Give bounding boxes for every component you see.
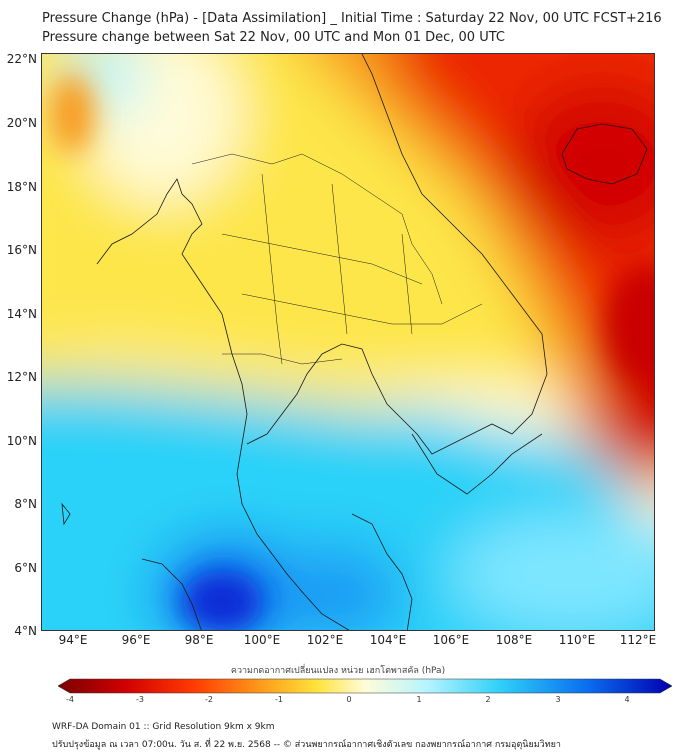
colorbar-tick: 2 — [485, 695, 491, 704]
colorbar-tick: -4 — [66, 695, 74, 704]
lat-label-18: 18°N — [6, 180, 37, 194]
field-strong-fall — [182, 572, 262, 630]
lon-label-112: 112°E — [619, 633, 657, 647]
colorbar-title: ความกดอากาศเปลี่ยนแปลง หน่วย เฮกโตพาสคัล… — [230, 666, 446, 676]
colorbar-tick: -2 — [205, 695, 213, 704]
lat-label-20: 20°N — [6, 116, 37, 130]
colorbar-tick: -1 — [275, 695, 283, 704]
lon-label-106: 106°E — [432, 633, 470, 647]
lat-label-12: 12°N — [6, 370, 37, 384]
lon-label-94: 94°E — [58, 633, 88, 647]
lon-label-102: 102°E — [306, 633, 344, 647]
colorbar-tick: 1 — [416, 695, 422, 704]
map-panel[interactable] — [41, 53, 655, 631]
lon-label-96: 96°E — [121, 633, 151, 647]
chart-title: Pressure Change (hPa) - [Data Assimilati… — [42, 11, 662, 26]
lon-label-98: 98°E — [184, 633, 214, 647]
field-near-zero — [42, 347, 654, 526]
footer-model-info: WRF-DA Domain 01 :: Grid Resolution 9km … — [52, 722, 275, 732]
lon-label-110: 110°E — [558, 633, 596, 647]
colorbar-tick: 0 — [346, 695, 352, 704]
lat-label-16: 16°N — [6, 243, 37, 257]
colorbar-tick: 3 — [555, 695, 561, 704]
colorbar-tick: -3 — [136, 695, 144, 704]
lat-label-14: 14°N — [6, 307, 37, 321]
footer-update-info: ปรับปรุงข้อมูล ณ เวลา 07:00น. วัน ส. ที่… — [52, 740, 561, 750]
coastlines — [61, 54, 648, 630]
lat-label-6: 6°N — [14, 561, 37, 575]
lat-label-22: 22°N — [6, 52, 37, 66]
colorbar-tick: 4 — [624, 695, 630, 704]
pressure-field — [42, 54, 654, 630]
lat-label-4: 4°N — [14, 624, 37, 638]
province-borders — [191, 153, 483, 365]
lat-label-10: 10°N — [6, 434, 37, 448]
colorbar — [58, 678, 672, 694]
lon-label-104: 104°E — [369, 633, 407, 647]
lat-label-8: 8°N — [14, 497, 37, 511]
field-strong-rise — [512, 84, 654, 244]
chart-subtitle: Pressure change between Sat 22 Nov, 00 U… — [42, 30, 505, 45]
lon-label-108: 108°E — [495, 633, 533, 647]
pressure-change-map[interactable] — [42, 54, 655, 631]
lon-label-100: 100°E — [243, 633, 281, 647]
